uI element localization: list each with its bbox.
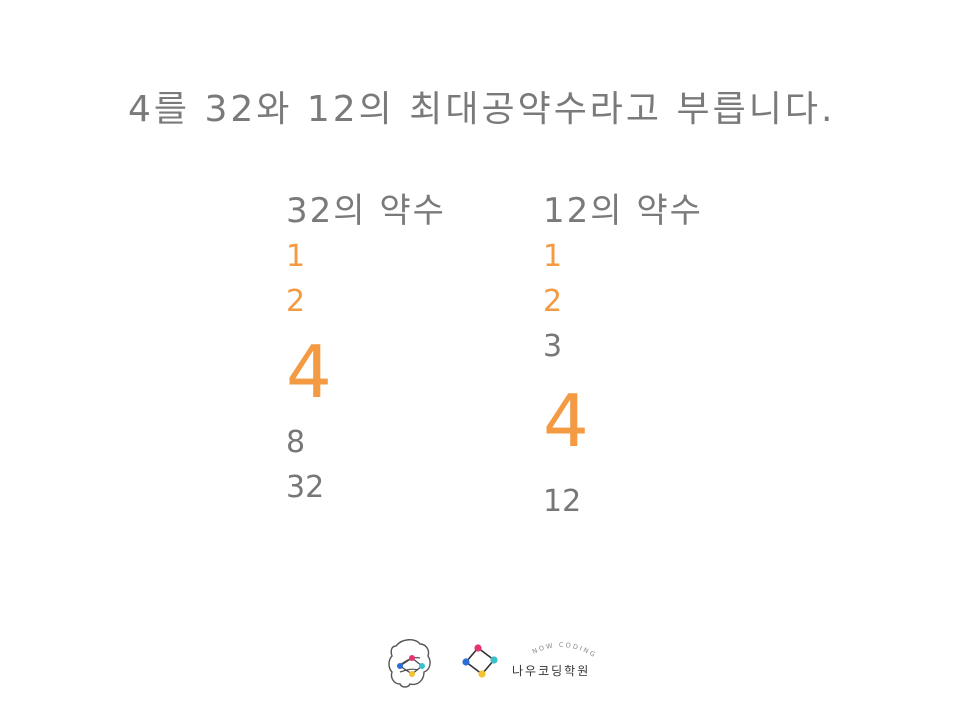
headline: 4를 32와 12의 최대공약수라고 부릅니다. [128,89,836,130]
divisor-item: 3 [543,329,563,364]
brand-tagline-arc: NOW CODING [531,641,598,660]
divisors-of-12-column: 12의 약수 1 2 3 4 12 [543,188,703,524]
brand-name: 나우코딩학원 [512,664,591,678]
footer-logos: NOW CODING 나우코딩학원 [386,636,606,692]
brain-logo-icon [388,639,431,688]
divisor-item: 8 [286,425,306,460]
divisors-of-32-column: 32의 약수 1 2 4 8 32 [286,188,446,510]
divisor-item: 1 [286,239,306,274]
node-diamond-logo-icon [462,644,498,678]
column-title: 32의 약수 [286,191,446,231]
divisor-item: 1 [543,239,563,274]
divisor-item: 2 [543,284,563,319]
divisor-item: 12 [543,484,582,519]
greatest-common-divisor: 4 [286,330,332,414]
brand-tagline: NOW CODING [531,641,596,660]
divisor-item: 2 [286,284,306,319]
greatest-common-divisor: 4 [543,379,589,463]
column-title: 12의 약수 [543,191,703,231]
svg-text:NOW CODING: NOW CODING [531,641,598,660]
divisor-item: 32 [286,470,325,505]
